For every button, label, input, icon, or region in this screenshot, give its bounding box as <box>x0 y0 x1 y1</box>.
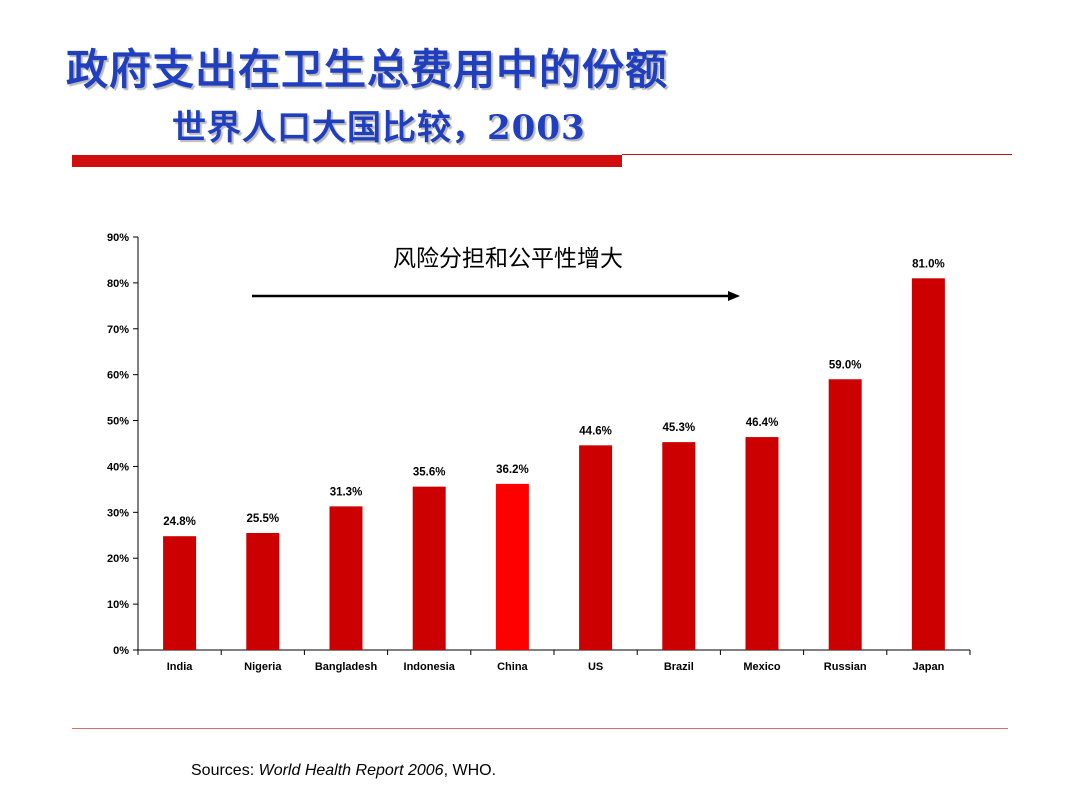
x-tick-label: Indonesia <box>404 661 456 673</box>
data-label: 59.0% <box>829 359 862 371</box>
data-label: 45.3% <box>662 422 695 434</box>
data-label: 35.6% <box>413 467 446 479</box>
y-tick-label: 20% <box>107 553 129 565</box>
data-label: 25.5% <box>246 513 279 525</box>
y-tick-label: 90% <box>107 232 129 244</box>
x-tick-label: India <box>167 661 194 673</box>
x-tick-label: China <box>497 661 528 673</box>
sources-suffix: , WHO. <box>443 762 497 779</box>
chart-bars <box>163 278 945 650</box>
x-tick-label: US <box>588 661 603 673</box>
trend-arrow <box>252 291 740 301</box>
bar-china <box>495 483 529 650</box>
x-tick-label: Russian <box>824 661 867 673</box>
y-tick-label: 70% <box>107 324 129 336</box>
trend-annotation: 风险分担和公平性增大 <box>393 246 623 272</box>
y-tick-label: 80% <box>107 278 129 290</box>
data-label: 81.0% <box>912 258 945 270</box>
bar-nigeria <box>246 532 280 650</box>
y-tick-label: 40% <box>107 461 129 473</box>
y-tick-label: 0% <box>113 645 129 657</box>
x-tick-label: Mexico <box>743 661 781 673</box>
bar-us <box>579 445 613 650</box>
data-label: 44.6% <box>579 425 612 437</box>
data-label: 36.2% <box>496 464 529 476</box>
x-tick-label: Nigeria <box>244 661 282 673</box>
bar-bangladesh <box>329 506 363 650</box>
y-tick-label: 60% <box>107 370 129 382</box>
slide-title: 政府支出在卫生总费用中的份额 <box>66 45 669 94</box>
bar-indonesia <box>412 486 446 650</box>
y-tick-label: 10% <box>107 599 129 611</box>
bar-brazil <box>662 442 696 650</box>
bar-mexico <box>745 437 779 650</box>
data-label: 31.3% <box>330 486 363 498</box>
sources-note: Sources: World Health Report 2006, WHO. <box>191 762 496 780</box>
x-tick-label: Brazil <box>664 661 694 673</box>
sources-prefix: Sources: <box>191 762 259 779</box>
slide-subtitle: 世界人口大国比较，2003 <box>172 108 586 148</box>
y-tick-label: 30% <box>107 507 129 519</box>
chart-labels: 24.8% India 25.5% Nigeria 31.3% Bangladesh 35.… <box>163 258 944 673</box>
data-label: 24.8% <box>163 516 196 528</box>
sources-report-title: World Health Report 2006 <box>258 762 444 779</box>
title-underline-thin <box>622 154 1012 155</box>
footer-rule <box>72 728 1008 729</box>
data-label: 46.4% <box>746 417 779 429</box>
x-tick-label: Japan <box>913 661 945 673</box>
y-tick-label: 50% <box>107 416 129 428</box>
title-underline-thick <box>72 155 622 167</box>
bar-russian <box>828 379 862 650</box>
bar-japan <box>911 278 945 650</box>
bar-india <box>163 536 197 650</box>
x-tick-label: Bangladesh <box>315 661 378 673</box>
